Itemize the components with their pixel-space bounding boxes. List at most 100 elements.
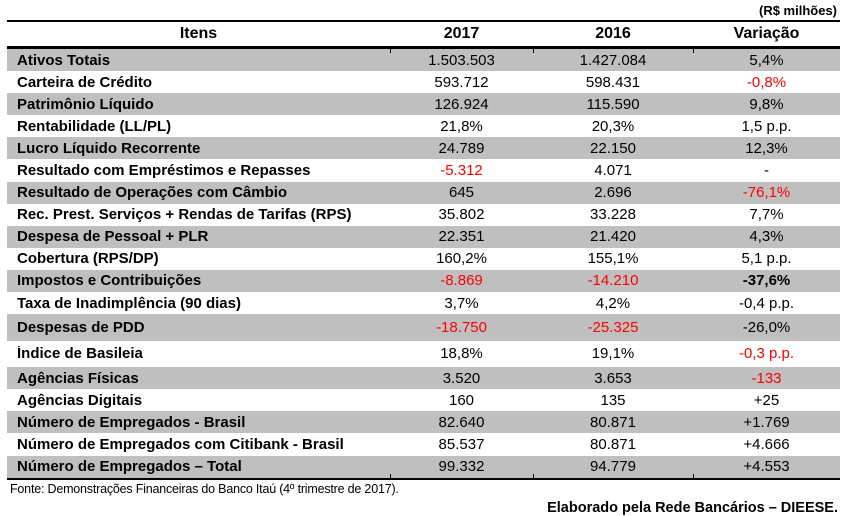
table-header-row: Itens 2017 2016 Variação — [7, 20, 840, 49]
table-row: Cobertura (RPS/DP) 160,2% 155,1% 5,1 p.p. — [7, 248, 840, 270]
value-2016: 2.696 — [594, 184, 632, 202]
value-2016: 94.779 — [590, 458, 636, 476]
value-2017: 160 — [448, 391, 475, 409]
column-header-2016: 2016 — [595, 25, 631, 42]
value-2017: 99.332 — [438, 458, 485, 476]
column-divider-tick — [533, 49, 534, 53]
value-variation: +1.769 — [743, 413, 790, 431]
value-variation: -0,8% — [746, 73, 787, 91]
value-2017: -8.869 — [440, 272, 483, 290]
column-divider-tick — [693, 49, 694, 53]
value-2017: 82.640 — [438, 413, 485, 431]
table-row: Patrimônio Líquido 126.924 115.590 9,8% — [7, 93, 840, 116]
value-2017: 85.537 — [438, 435, 485, 453]
row-label: Carteira de Crédito — [17, 74, 153, 90]
value-variation: -133 — [751, 369, 782, 387]
unit-note: (R$ milhões) — [758, 2, 837, 18]
value-2016: 19,1% — [591, 345, 635, 363]
row-label: Despesa de Pessoal + PLR — [17, 229, 209, 245]
row-label: Número de Empregados – Total — [17, 459, 242, 475]
table-row: Número de Empregados – Total 99.332 94.779… — [7, 455, 840, 478]
column-header-itens: Itens — [179, 25, 218, 42]
table-row: Rentabilidade (LL/PL) 21,8% 20,3% 1,5 p.p. — [7, 115, 840, 137]
row-label: Rec. Prest. Serviços + Rendas de Tarifas… — [17, 207, 352, 223]
value-variation: 4,3% — [749, 228, 784, 246]
value-variation: -0,3 p.p. — [738, 345, 795, 363]
value-variation: - — [764, 162, 769, 180]
value-variation: 12,3% — [745, 139, 788, 157]
column-divider-tick — [533, 473, 534, 478]
row-label: Rentabilidade (LL/PL) — [17, 118, 172, 134]
value-2016: 33.228 — [590, 206, 636, 224]
table-row: Agências Digitais 160 135 +25 — [7, 389, 840, 411]
row-label: Taxa de Inadimplência (90 dias) — [17, 295, 241, 311]
value-2016: 4,2% — [595, 294, 631, 312]
value-2016: 21.420 — [590, 228, 636, 246]
table-row: Rec. Prest. Serviços + Rendas de Tarifas… — [7, 204, 840, 226]
value-2016: 155,1% — [587, 250, 639, 268]
value-2016: 20,3% — [591, 117, 635, 135]
source-note: Fonte: Demonstrações Financeiras do Banc… — [10, 481, 399, 496]
value-variation: 7,7% — [749, 206, 784, 224]
value-2017: 21,8% — [440, 117, 483, 135]
table-row: Resultado com Empréstimos e Repasses -5.3… — [7, 159, 840, 181]
column-header-2017: 2017 — [443, 25, 480, 42]
column-divider-tick — [693, 473, 694, 478]
table-row: Despesa de Pessoal + PLR 22.351 21.420 4,3% — [7, 225, 840, 248]
table-row: Lucro Líquido Recorrente 24.789 22.150 12,3… — [7, 137, 840, 160]
value-variation: +4.666 — [743, 435, 790, 453]
value-variation: -76,1% — [742, 184, 791, 202]
value-2016: -25.325 — [587, 318, 639, 336]
value-2016: -14.210 — [587, 272, 639, 290]
table-row: Despesas de PDD -18.750 -25.325 -26,0% — [7, 314, 840, 341]
column-header-variacao: Variação — [733, 25, 800, 42]
value-2017: 3.520 — [442, 369, 481, 387]
row-label: Índice de Basileia — [17, 346, 143, 362]
value-2016: 115.590 — [586, 95, 640, 113]
value-2016: 3.653 — [594, 369, 632, 387]
value-variation: +4.553 — [743, 458, 790, 476]
value-2016: 4.071 — [594, 162, 632, 180]
table-row: Ativos Totais 1.503.503 1.427.084 5,4% — [7, 49, 840, 72]
table-row: Número de Empregados - Brasil 82.640 80.87… — [7, 411, 840, 434]
value-variation: -0,4 p.p. — [738, 294, 795, 312]
table-row: Número de Empregados com Citibank - Bras… — [7, 433, 840, 455]
financial-table: Itens 2017 2016 Variação Ativos Totais 1.… — [7, 20, 840, 480]
row-label: Ativos Totais — [17, 52, 111, 68]
row-label: Número de Empregados - Brasil — [17, 414, 246, 430]
value-variation: -37,6% — [742, 272, 791, 290]
row-label: Lucro Líquido Recorrente — [17, 140, 201, 156]
column-divider-tick — [390, 49, 391, 53]
value-2016: 135 — [600, 391, 626, 409]
value-variation: -26,0% — [742, 318, 791, 336]
value-2017: 1.503.503 — [428, 51, 495, 69]
value-2017: 593.712 — [434, 73, 489, 91]
table-row: Impostos e Contribuições -8.869 -14.210 -37… — [7, 269, 840, 293]
credit-note: Elaborado pela Rede Bancários – DIEESE. — [547, 499, 838, 516]
table-row: Agências Físicas 3.520 3.653 -133 — [7, 367, 840, 390]
value-2017: 18,8% — [440, 345, 483, 363]
value-2017: 160,2% — [436, 250, 487, 268]
value-variation: 5,1 p.p. — [741, 250, 792, 268]
value-2017: 126.924 — [434, 95, 489, 113]
row-label: Agências Físicas — [17, 370, 139, 386]
table-row: Índice de Basileia 18,8% 19,1% -0,3 p.p. — [7, 341, 840, 368]
value-2017: 22.351 — [438, 228, 485, 246]
value-variation: 9,8% — [749, 95, 784, 113]
value-2016: 598.431 — [585, 73, 641, 91]
value-2017: 645 — [448, 184, 475, 202]
row-label: Número de Empregados com Citibank - Bras… — [17, 436, 344, 452]
row-label: Cobertura (RPS/DP) — [17, 251, 159, 267]
value-2016: 80.871 — [590, 413, 636, 431]
row-label: Resultado com Empréstimos e Repasses — [17, 163, 311, 179]
value-2016: 22.150 — [590, 139, 636, 157]
row-label: Agências Digitais — [17, 392, 143, 408]
value-2016: 80.871 — [590, 435, 636, 453]
table-row: Carteira de Crédito 593.712 598.431 -0,8% — [7, 71, 840, 93]
table-row: Taxa de Inadimplência (90 dias) 3,7% 4,2% -… — [7, 292, 840, 314]
report-sheet: (R$ milhões) Itens 2017 2016 Variação At… — [7, 2, 840, 516]
row-label: Patrimônio Líquido — [17, 96, 154, 112]
value-variation: 5,4% — [749, 51, 784, 69]
value-2017: 3,7% — [444, 294, 479, 312]
value-2017: -18.750 — [436, 318, 487, 336]
